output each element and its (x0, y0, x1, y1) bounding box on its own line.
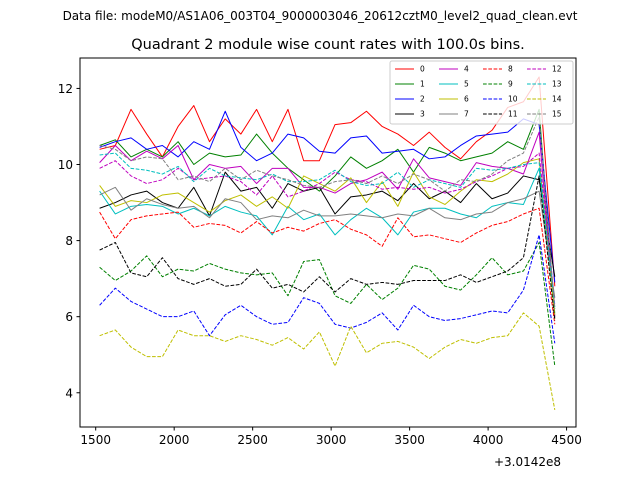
x-tick-label: 3000 (316, 433, 347, 447)
legend-label-4: 4 (464, 65, 469, 74)
x-tick-label: 1500 (80, 433, 111, 447)
series-line-15 (99, 116, 556, 310)
legend-label-2: 2 (420, 95, 425, 104)
legend-frame (389, 60, 574, 125)
legend-label-5: 5 (464, 80, 469, 89)
legend-label-13: 13 (552, 80, 562, 89)
series-line-4 (99, 131, 556, 317)
x-tick-label: 2500 (237, 433, 268, 447)
legend-label-3: 3 (420, 110, 425, 119)
legend-label-10: 10 (508, 95, 518, 104)
legend-label-9: 9 (508, 80, 513, 89)
series-line-0 (99, 76, 556, 287)
legend-label-14: 14 (552, 95, 562, 104)
x-tick-label: 3500 (394, 433, 425, 447)
legend-label-1: 1 (420, 80, 425, 89)
y-tick-label: 6 (65, 310, 73, 324)
series-line-1 (99, 108, 556, 319)
series-line-9 (99, 242, 556, 367)
chart-suptitle: Data file: modeM0/AS1A06_003T04_90000030… (63, 9, 578, 23)
legend-label-11: 11 (508, 110, 518, 119)
y-tick-label: 10 (58, 158, 73, 172)
series-line-11 (99, 175, 556, 321)
series-line-13 (99, 152, 556, 308)
chart-title: Quadrant 2 module wise count rates with … (131, 37, 525, 53)
axes-frame (79, 57, 577, 428)
legend-label-0: 0 (420, 65, 425, 74)
legend-label-7: 7 (464, 110, 469, 119)
y-tick-label: 8 (65, 234, 73, 248)
series-line-5 (99, 167, 556, 313)
x-tick-label: 4000 (473, 433, 504, 447)
x-offset-label: +3.0142e8 (494, 455, 561, 469)
series-line-14 (99, 312, 556, 410)
legend-label-6: 6 (464, 95, 469, 104)
legend-label-15: 15 (552, 110, 562, 119)
series-line-7 (99, 186, 556, 298)
series-line-10 (99, 234, 556, 344)
y-tick-label: 4 (65, 386, 73, 400)
x-tick-label: 4500 (551, 433, 582, 447)
legend-label-12: 12 (552, 65, 562, 74)
series-line-8 (99, 207, 556, 325)
plot-area (99, 76, 556, 410)
y-tick-label: 12 (58, 82, 73, 96)
series-line-2 (99, 110, 556, 283)
x-tick-label: 2000 (159, 433, 190, 447)
legend-label-8: 8 (508, 65, 513, 74)
